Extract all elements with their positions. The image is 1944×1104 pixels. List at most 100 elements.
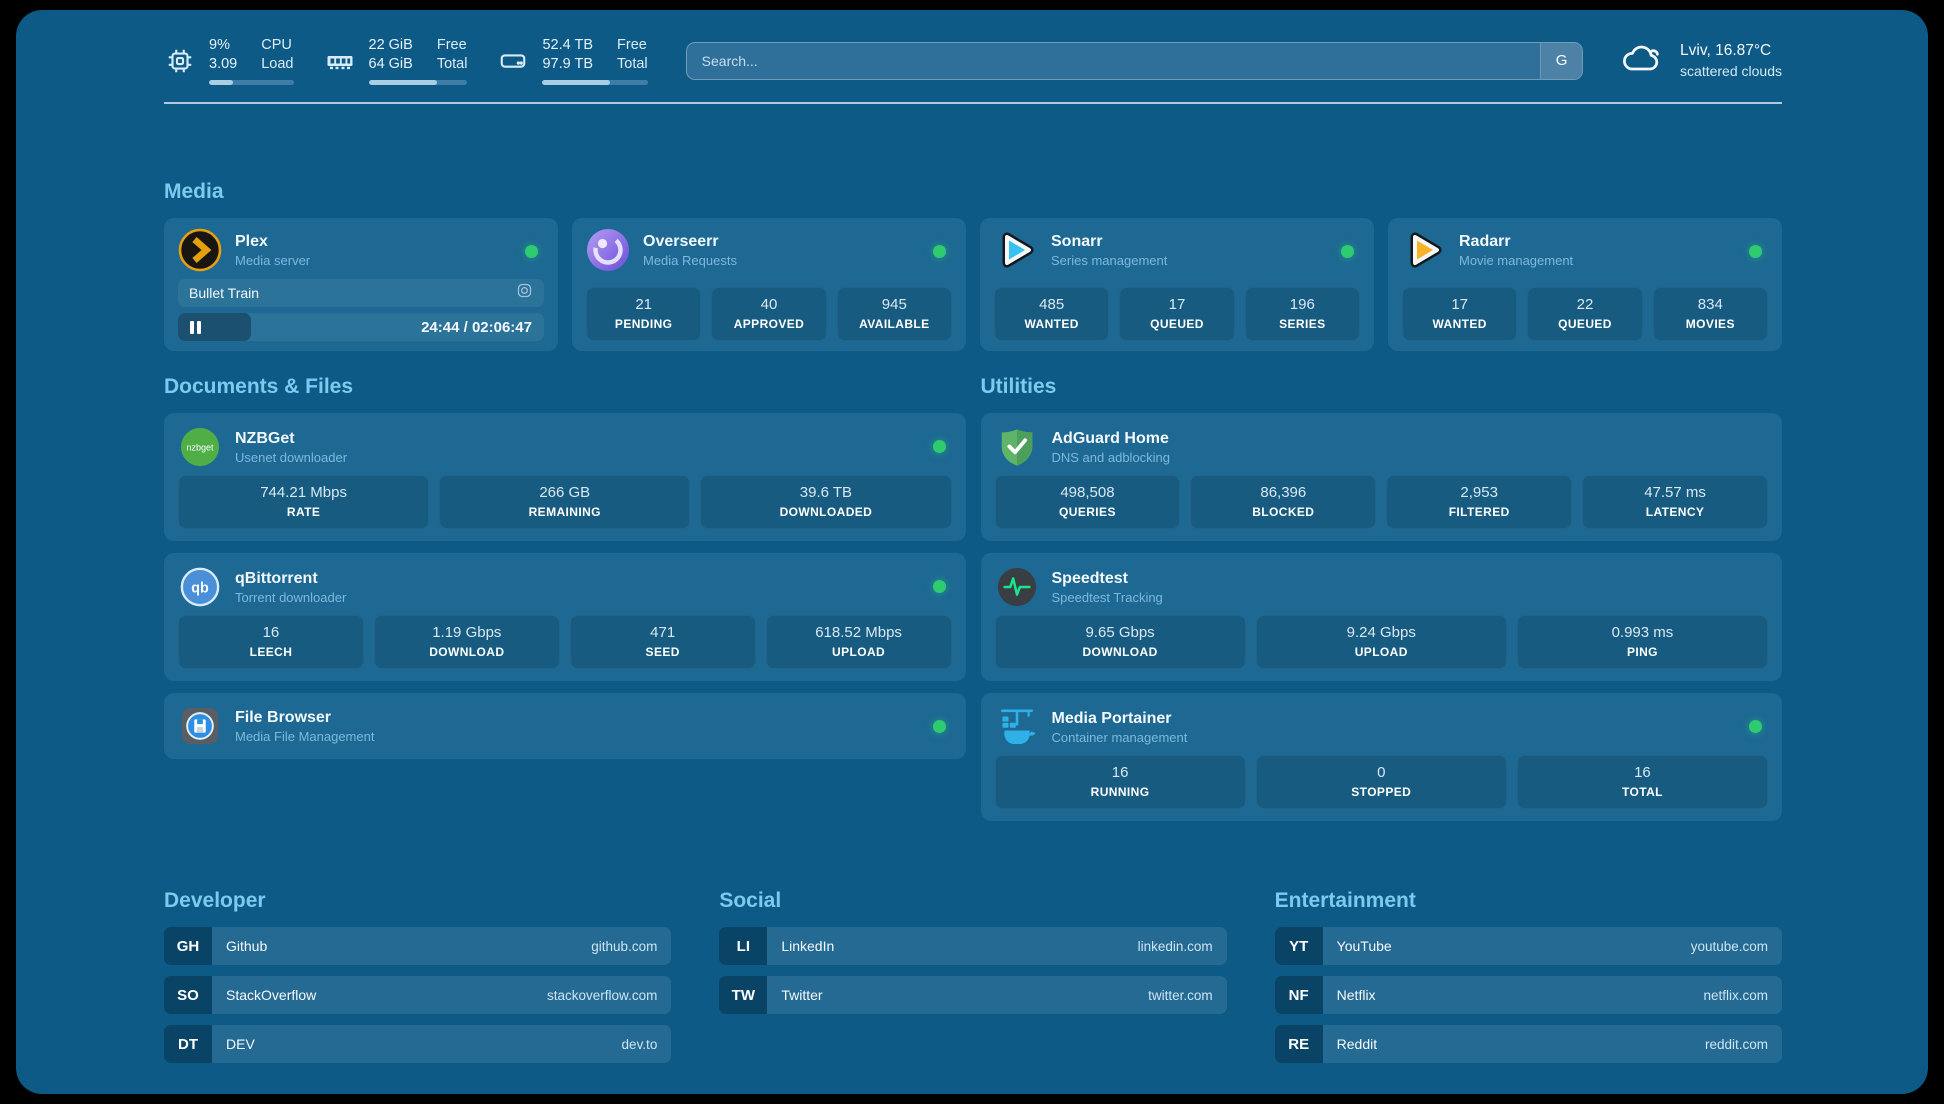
disk-progress-fill [542, 80, 610, 85]
section-title-entertainment: Entertainment [1274, 889, 1416, 912]
svg-text:qb: qb [191, 580, 209, 596]
cpu-load-avg: 3.09 [209, 56, 238, 72]
bookmark-label: Netflix [1336, 987, 1376, 1003]
app-name: Sonarr [1051, 233, 1103, 250]
app-card-adguard[interactable]: AdGuard Home DNS and adblocking 498,508 … [980, 413, 1782, 541]
app-name: Media Portainer [1051, 710, 1172, 727]
nzbget-icon: nzbget [178, 425, 222, 469]
speedtest-pulse-icon [995, 565, 1039, 609]
qbittorrent-icon: qb [178, 565, 222, 609]
bookmark-reddit[interactable]: RE Reddit reddit.com [1274, 1025, 1782, 1063]
app-subtitle: DNS and adblocking [1051, 450, 1171, 465]
weather-location-temp: Lviv, 16.87°C [1680, 41, 1772, 59]
bookmark-label: Twitter [781, 987, 823, 1003]
cpu-label: CPU [261, 37, 292, 53]
status-online-dot [932, 440, 946, 453]
bookmark-youtube[interactable]: YT YouTube youtube.com [1274, 927, 1782, 965]
disk-free: 52.4 TB [542, 37, 594, 53]
cloud-icon [1621, 41, 1665, 80]
bookmark-group-developer: Developer GH Github github.com SO StackO… [164, 889, 672, 1074]
cpu-percent: 9% [209, 37, 230, 53]
cpu-chip-icon [164, 45, 196, 77]
player-progress-bar[interactable]: 24:44 / 02:06:47 [178, 313, 544, 341]
stat-tile: 17 QUEUED [1119, 287, 1235, 341]
stat-tile: 16 RUNNING [994, 755, 1246, 809]
bookmark-abbr: SO [164, 976, 212, 1014]
cpu-progress-bar [209, 80, 294, 85]
stat-tile: 21 PENDING [586, 287, 702, 341]
section-title-media: Media [164, 180, 224, 203]
bookmark-url: reddit.com [1704, 1036, 1768, 1052]
section-media: Media Plex Media server [164, 180, 1782, 351]
stat-tile: 945 AVAILABLE [836, 287, 952, 341]
stat-tile: 16 TOTAL [1516, 755, 1769, 809]
search-input[interactable] [686, 42, 1541, 79]
app-card-filebrowser[interactable]: File Browser Media File Management [164, 693, 966, 759]
app-card-radarr[interactable]: Radarr Movie management 17 WANTED 22 QUE… [1388, 218, 1782, 351]
top-bar: 9% 3.09 CPU Load [164, 36, 1782, 85]
bookmark-url: dev.to [621, 1036, 658, 1052]
stat-tile: 834 MOVIES [1652, 287, 1768, 341]
memory-stick-icon [324, 45, 356, 77]
bookmark-label: LinkedIn [781, 938, 835, 954]
app-subtitle: Media File Management [235, 729, 375, 744]
app-card-nzbget[interactable]: nzbget NZBGet Usenet downloader 744.21 M… [164, 413, 966, 541]
app-card-plex[interactable]: Plex Media server Bullet Train [164, 218, 558, 351]
status-online-dot [1341, 245, 1354, 258]
stat-tile: 40 APPROVED [711, 287, 827, 341]
stat-tile: 266 GB REMAINING [439, 475, 691, 529]
bookmark-label: DEV [226, 1036, 255, 1052]
stat-tile: 0.993 ms PING [1516, 615, 1769, 669]
bookmark-url: linkedin.com [1137, 938, 1213, 954]
pause-icon[interactable] [190, 320, 201, 334]
stat-tile: 2,953 FILTERED [1386, 475, 1573, 529]
memory-progress-bar [368, 80, 468, 85]
stat-tile: 744.21 Mbps RATE [178, 475, 430, 529]
stat-tile: 471 SEED [569, 615, 756, 669]
app-subtitle: Usenet downloader [235, 450, 348, 465]
bookmark-abbr: NF [1274, 976, 1323, 1014]
hard-drive-icon [497, 45, 529, 77]
bookmark-abbr: YT [1274, 927, 1323, 965]
bookmark-netflix[interactable]: NF Netflix netflix.com [1274, 976, 1782, 1014]
bookmark-url: netflix.com [1703, 987, 1768, 1003]
stat-tile: 618.52 Mbps UPLOAD [765, 615, 952, 669]
stat-tile: 1.19 Gbps DOWNLOAD [373, 615, 560, 669]
app-card-speedtest[interactable]: Speedtest Speedtest Tracking 9.65 Gbps D… [980, 553, 1782, 681]
stat-tile: 196 SERIES [1244, 287, 1360, 341]
stat-tile: 17 WANTED [1402, 287, 1518, 341]
bookmark-stackoverflow[interactable]: SO StackOverflow stackoverflow.com [164, 976, 672, 1014]
app-card-qbittorrent[interactable]: qb qBittorrent Torrent downloader 16 LEE… [164, 553, 966, 681]
bookmark-github[interactable]: GH Github github.com [164, 927, 672, 965]
bookmark-label: StackOverflow [226, 987, 317, 1003]
app-card-portainer[interactable]: Media Portainer Container management 16 … [980, 693, 1782, 821]
memory-free: 22 GiB [368, 37, 413, 53]
svg-text:nzbget: nzbget [186, 442, 214, 452]
bookmark-dev-to[interactable]: DT DEV dev.to [164, 1025, 672, 1063]
player-progress-fill [178, 313, 252, 341]
disk-total: 97.9 TB [542, 56, 594, 72]
bookmark-linkedin[interactable]: LI LinkedIn linkedin.com [719, 927, 1227, 965]
app-name: qBittorrent [235, 570, 318, 587]
sonarr-icon [994, 228, 1038, 272]
search-engine-button[interactable]: G [1540, 42, 1583, 79]
bookmark-abbr: LI [719, 927, 768, 965]
stat-tile: 86,396 BLOCKED [1190, 475, 1377, 529]
app-card-overseerr[interactable]: Overseerr Media Requests 21 PENDING 40 A… [572, 218, 966, 351]
memory-usage-widget: 22 GiB 64 GiB Free Total [324, 36, 468, 85]
search-bar[interactable]: G [685, 41, 1584, 80]
memory-free-label: Free [436, 37, 467, 53]
app-card-sonarr[interactable]: Sonarr Series management 485 WANTED 17 Q… [980, 218, 1374, 351]
stat-tile: 47.57 ms LATENCY [1582, 475, 1768, 529]
bookmark-twitter[interactable]: TW Twitter twitter.com [719, 976, 1227, 1014]
memory-progress-fill [368, 80, 437, 85]
bookmark-url: stackoverflow.com [547, 987, 658, 1003]
now-playing-title: Bullet Train [189, 285, 260, 301]
status-online-dot [933, 245, 946, 258]
app-subtitle: Media Requests [643, 253, 737, 268]
bookmark-abbr: TW [719, 976, 768, 1014]
app-subtitle: Movie management [1459, 253, 1574, 268]
memory-total-label: Total [436, 56, 468, 72]
overseerr-icon [586, 228, 630, 272]
bookmark-abbr: GH [164, 927, 212, 965]
